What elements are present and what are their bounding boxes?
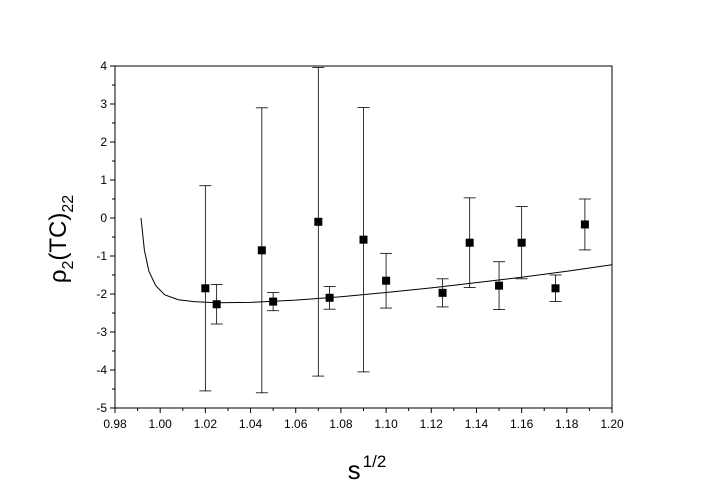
y-tick-label: 4 <box>100 59 107 73</box>
y-tick-label: -3 <box>96 325 107 339</box>
point-marker <box>580 220 589 229</box>
point-marker <box>438 288 447 297</box>
x-axis-title-superscript: 1/2 <box>363 452 387 471</box>
point-marker <box>495 281 504 290</box>
point-marker <box>325 293 334 302</box>
point-marker <box>212 300 221 309</box>
y-axis-title-rho: ρ <box>45 270 72 284</box>
y-axis-ticks: -5 -4 -3 -2 -1 0 1 2 3 4 <box>96 59 115 415</box>
data-point <box>436 278 449 308</box>
point-marker <box>269 297 278 306</box>
x-tick-label: 1.20 <box>600 417 624 431</box>
y-axis-title: ρ2(TC)22 <box>45 195 77 283</box>
data-point <box>463 197 476 288</box>
x-axis-ticks: 0.98 1.00 1.02 1.04 1.06 1.08 1.10 1.12 1.14 1.16… <box>103 408 624 431</box>
data-point <box>493 261 506 310</box>
y-tick-label: 2 <box>100 135 107 149</box>
x-tick-label: 1.06 <box>284 417 308 431</box>
y-tick-label: 0 <box>100 211 107 225</box>
data-point <box>357 107 370 373</box>
x-tick-label: 1.08 <box>329 417 353 431</box>
y-axis-title-subscript-1: 2 <box>60 261 77 270</box>
point-marker <box>517 238 526 247</box>
y-tick-label: -1 <box>96 249 107 263</box>
x-tick-label: 1.14 <box>465 417 489 431</box>
x-tick-label: 0.98 <box>103 417 127 431</box>
point-marker <box>465 238 474 247</box>
data-point <box>199 185 212 392</box>
data-point <box>210 284 223 325</box>
data-point <box>380 252 393 309</box>
y-tick-label: -5 <box>96 401 107 415</box>
data-point <box>549 274 562 303</box>
x-axis-title: s 1/2 <box>348 452 387 485</box>
x-axis-title-base: s <box>348 455 361 485</box>
y-tick-label: 1 <box>100 173 107 187</box>
data-point <box>323 285 336 310</box>
x-tick-label: 1.02 <box>194 417 218 431</box>
x-tick-label: 1.12 <box>420 417 444 431</box>
fit-curve <box>140 217 613 304</box>
y-tick-label: -4 <box>96 363 107 377</box>
x-tick-label: 1.18 <box>555 417 579 431</box>
data-point <box>515 206 528 280</box>
x-tick-label: 1.10 <box>374 417 398 431</box>
point-marker <box>359 235 368 244</box>
data-point <box>312 67 325 377</box>
y-tick-label: -2 <box>96 287 107 301</box>
data-point <box>578 198 591 251</box>
point-marker <box>314 217 323 226</box>
y-axis-title-mid: (TC) <box>45 213 72 261</box>
point-marker <box>382 276 391 285</box>
x-tick-label: 1.00 <box>149 417 173 431</box>
fit-curve-layer <box>140 217 613 304</box>
x-tick-label: 1.16 <box>510 417 534 431</box>
data-points-layer <box>199 67 591 394</box>
data-point <box>267 292 280 312</box>
point-marker <box>257 246 266 255</box>
y-axis-title-subscript-2: 22 <box>60 195 77 213</box>
y-tick-label: 3 <box>100 97 107 111</box>
point-marker <box>551 284 560 293</box>
data-point <box>255 107 268 394</box>
x-tick-label: 1.04 <box>239 417 263 431</box>
point-marker <box>201 284 210 293</box>
